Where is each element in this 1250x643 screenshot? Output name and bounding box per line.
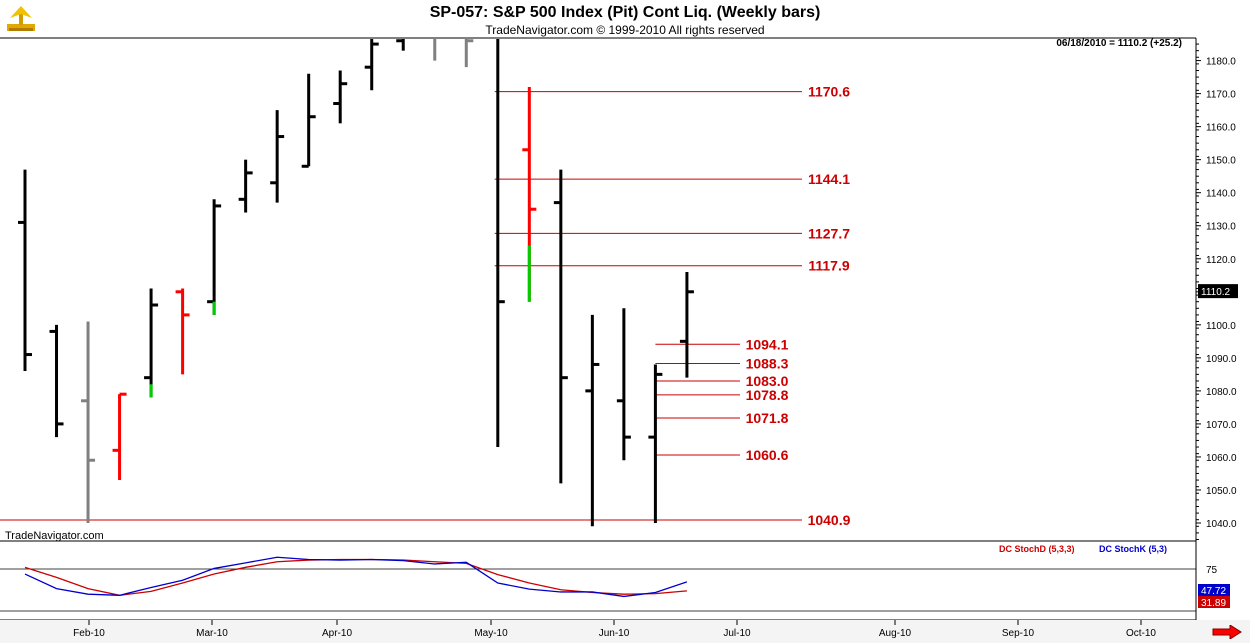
y-tick-label: 1130.0 [1206, 222, 1236, 233]
ohlc-bar [270, 110, 285, 203]
ohlc-bar [81, 321, 96, 523]
level-labels: 1170.6 1144.1 1127.7 1117.9 1094.1 1088.3 1083… [746, 84, 851, 528]
level-label: 1144.1 [808, 171, 850, 187]
ohlc-bar [364, 39, 379, 91]
ohlc-bar [238, 159, 253, 213]
level-label: 1078.8 [746, 387, 789, 403]
y-tick-label: 1160.0 [1206, 123, 1236, 134]
y-tick-label: 1180.0 [1206, 57, 1236, 68]
scroll-right-arrow-icon[interactable] [1212, 625, 1242, 639]
x-tick-label: Jun-10 [599, 628, 630, 639]
ohlc-bar [553, 169, 568, 484]
stoch-k-last-label: 47.72 [1201, 586, 1226, 597]
level-label: 1040.9 [808, 512, 851, 528]
level-label: 1127.7 [808, 225, 850, 241]
level-label: 1083.0 [746, 373, 789, 389]
ohlc-bar [522, 87, 537, 302]
x-tick-label: Oct-10 [1126, 628, 1156, 639]
last-price-info: 06/18/2010 = 1110.2 (+25.2) [1056, 38, 1182, 49]
stoch-d-last-label: 31.89 [1201, 598, 1226, 609]
level-label: 1071.8 [746, 410, 789, 426]
level-label: 1094.1 [746, 336, 789, 352]
time-x-axis: Feb-10 Mar-10 Apr-10 May-10 Jun-10 Jul-10 Aug-… [73, 620, 1156, 639]
last-price-label: 1110.2 [1201, 287, 1231, 298]
price-y-axis: 1040.0 1050.0 1060.0 1070.0 1080.0 1090.0 1100… [1196, 43, 1238, 541]
y-tick-label: 1100.0 [1206, 321, 1236, 332]
stoch-k-legend: DC StochK (5,3) [1099, 544, 1168, 554]
ohlc-bar [207, 199, 222, 315]
ohlc-bar [396, 39, 405, 51]
level-label: 1060.6 [746, 447, 789, 463]
ohlc-bar [144, 288, 159, 398]
x-tick-label: Sep-10 [1002, 628, 1035, 639]
x-tick-label: Aug-10 [879, 628, 912, 639]
x-tick-label: Jul-10 [723, 628, 751, 639]
level-label: 1088.3 [746, 355, 789, 371]
y-tick-label: 1060.0 [1206, 453, 1237, 464]
stoch-d-legend: DC StochD (5,3,3) [999, 544, 1075, 554]
ohlc-bar [648, 364, 663, 523]
ohlc-bar [679, 271, 694, 378]
ohlc-bar [49, 324, 64, 438]
y-tick-label: 1080.0 [1206, 387, 1237, 398]
ohlc-bar [616, 308, 631, 461]
level-label: 1170.6 [808, 84, 850, 100]
tradenavigator-logo-icon [7, 6, 35, 31]
y-tick-label: 1150.0 [1206, 156, 1236, 167]
ohlc-bars [18, 39, 694, 527]
y-tick-label: 1120.0 [1206, 255, 1236, 266]
stoch-k-line [24, 556, 688, 598]
y-tick-label: 1040.0 [1206, 519, 1237, 530]
y-tick-label: 1170.0 [1206, 90, 1236, 101]
y-tick-label: 1140.0 [1206, 189, 1236, 200]
ohlc-bar [433, 39, 437, 61]
ohlc-bar [301, 73, 316, 168]
copyright-subtitle: TradeNavigator.com © 1999-2010 All right… [485, 23, 765, 37]
y-tick-label: 1050.0 [1206, 486, 1237, 497]
ohlc-bar [496, 39, 505, 448]
x-tick-label: Apr-10 [322, 628, 352, 639]
stoch-k-last-box [1198, 584, 1230, 596]
stoch-gridlines [0, 568, 1196, 612]
ohlc-bar [464, 39, 474, 68]
stoch-d-last-box [1198, 596, 1230, 608]
x-tick-label: Feb-10 [73, 628, 105, 639]
ohlc-bar [18, 169, 32, 372]
last-price-box [1198, 284, 1238, 299]
y-tick-label: 1070.0 [1206, 420, 1237, 431]
stoch-series [24, 556, 688, 598]
ohlc-bar [112, 392, 127, 481]
brand-watermark: TradeNavigator.com [5, 530, 104, 542]
level-label: 1117.9 [808, 258, 849, 274]
ohlc-bar [175, 288, 190, 375]
y-tick-label: 1090.0 [1206, 354, 1237, 365]
chart-title: SP-057: S&P 500 Index (Pit) Cont Liq. (W… [429, 4, 821, 21]
ohlc-bar [585, 314, 600, 527]
x-tick-label: Mar-10 [196, 628, 228, 639]
x-tick-label: May-10 [474, 628, 508, 639]
ohlc-bar [333, 70, 348, 124]
stoch-tick-label: 75 [1206, 565, 1218, 576]
level-lines [0, 91, 802, 521]
